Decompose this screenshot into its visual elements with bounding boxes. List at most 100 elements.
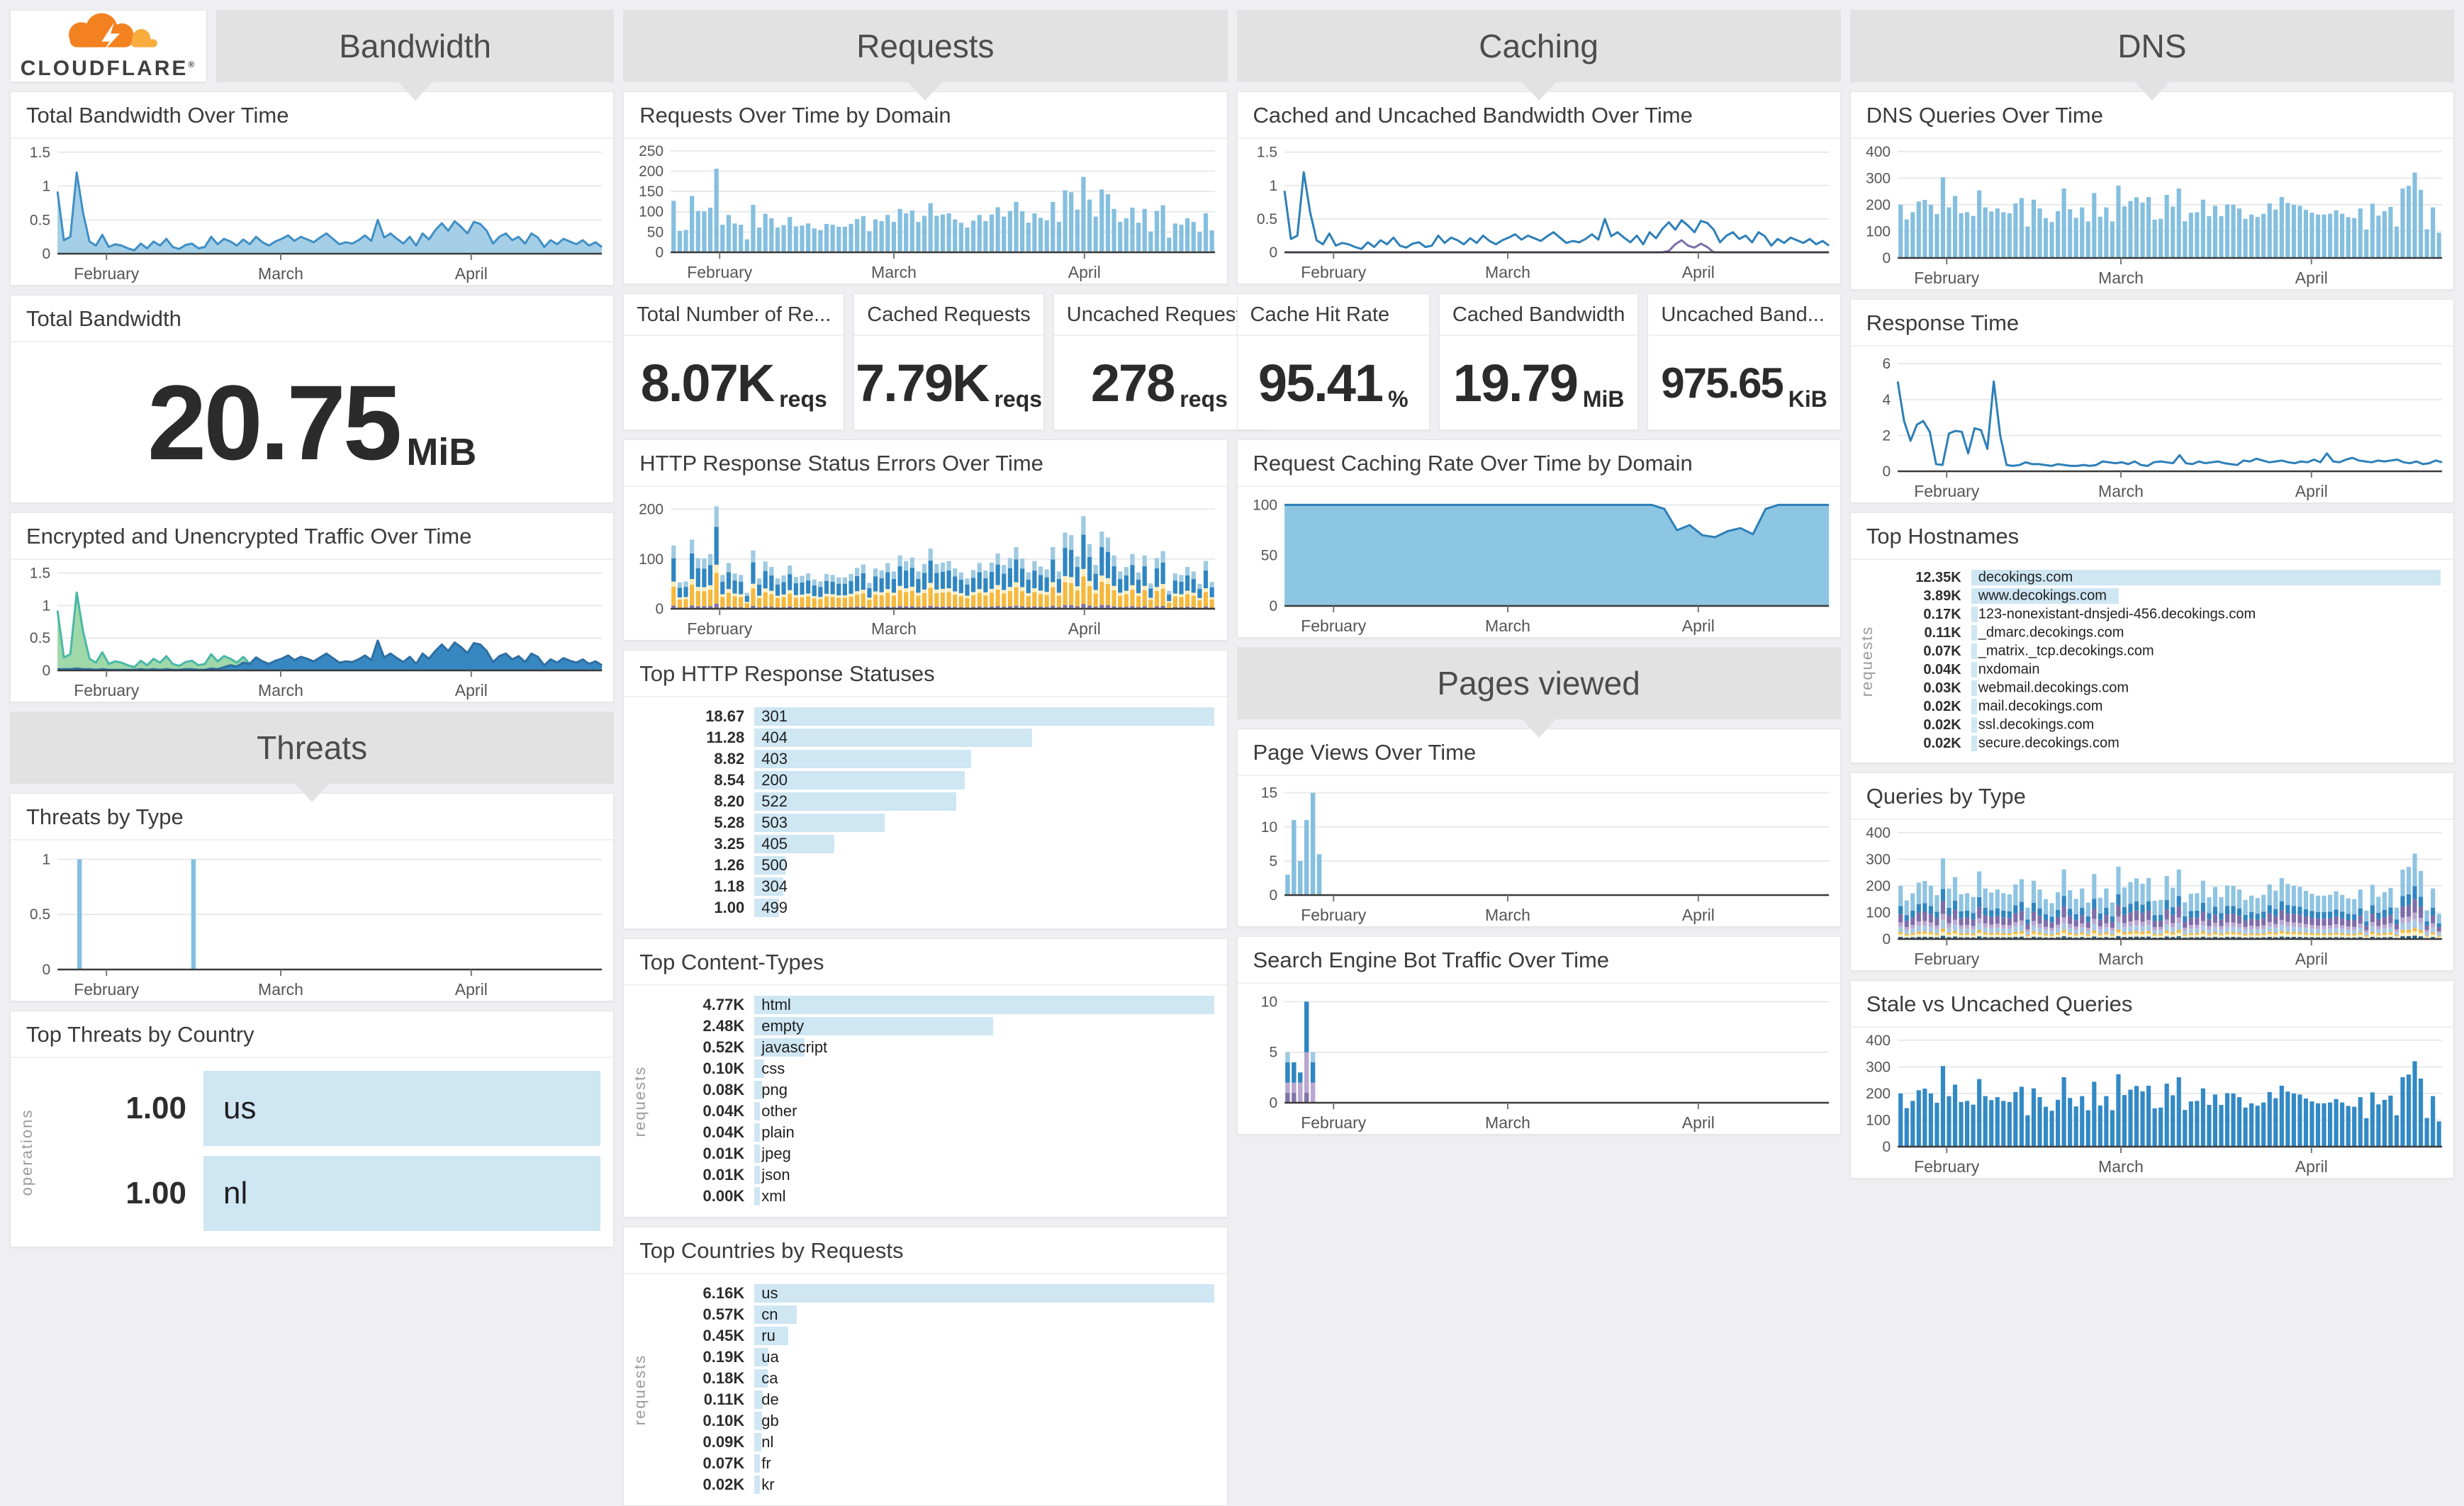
page-views-chart[interactable]: 0 5 10 15 February March April <box>1238 776 1840 926</box>
list-item: 18.67 301 <box>661 706 1214 727</box>
svg-text:March: March <box>1485 1113 1530 1132</box>
svg-text:April: April <box>1681 263 1714 281</box>
svg-text:300: 300 <box>1866 851 1891 867</box>
svg-text:March: March <box>2098 482 2144 500</box>
list-item: 0.45K ru <box>661 1325 1214 1347</box>
column-caching: Caching Cached and Uncached Bandwidth Ov… <box>1236 10 1841 1506</box>
stat-card: Uncached Requests 278 reqs <box>1053 293 1265 430</box>
stat-value: 19.79 <box>1452 353 1579 412</box>
threats-by-type-chart[interactable]: 0 0.5 1 February March April <box>11 841 613 1001</box>
svg-text:0: 0 <box>1269 245 1277 261</box>
card-title: Top HTTP Response Statuses <box>624 651 1227 697</box>
list-item: 0.00K xml <box>702 1187 786 1206</box>
cloudflare-logo[interactable]: CLOUDFLARE® <box>10 10 207 82</box>
svg-text:100: 100 <box>1866 1112 1891 1128</box>
request-caching-rate-chart[interactable]: 0 50 100 February March April <box>1238 487 1840 637</box>
svg-text:1: 1 <box>42 179 50 195</box>
svg-text:February: February <box>687 263 753 281</box>
card-request-caching-rate: Request Caching Rate Over Time by Domain… <box>1236 439 1841 638</box>
section-header-bandwidth: Bandwidth <box>216 10 615 82</box>
svg-text:0.5: 0.5 <box>30 212 50 228</box>
svg-text:250: 250 <box>639 143 663 159</box>
stat-unit: reqs <box>1180 386 1228 412</box>
card-http-errors: HTTP Response Status Errors Over Time 0 1… <box>623 439 1228 641</box>
svg-text:100: 100 <box>1866 904 1891 921</box>
stat-value: 975.65 <box>1661 359 1784 407</box>
list-item: 0.04K other <box>702 1102 797 1120</box>
svg-text:1.5: 1.5 <box>30 145 50 161</box>
encrypted-traffic-chart[interactable]: 0 0.5 1 1.5 February March April <box>11 560 613 702</box>
requests-over-time-chart[interactable]: 0 50 100 150 200 250 February March April <box>624 139 1226 283</box>
card-title: HTTP Response Status Errors Over Time <box>624 440 1227 487</box>
svg-text:0: 0 <box>1882 463 1891 480</box>
svg-text:April: April <box>2295 269 2328 287</box>
card-title: Top Countries by Requests <box>624 1227 1227 1274</box>
svg-text:200: 200 <box>1866 878 1891 894</box>
total-bandwidth-value: 20.75 MiB <box>147 362 477 482</box>
top-statuses-list: 18.67 301 11.28 404 8.82 403 8.54 200 8.20 522 5.2… <box>624 697 1226 928</box>
column-bandwidth: CLOUDFLARE® Bandwidth Total Bandwidth Ov… <box>10 10 615 1506</box>
list-item: 3.25 405 <box>661 833 1214 855</box>
card-title: DNS Queries Over Time <box>1850 92 2453 139</box>
list-item: 0.08K png <box>702 1081 788 1099</box>
svg-text:150: 150 <box>639 184 663 200</box>
list-item: 8.54 200 <box>661 770 1214 791</box>
card-encrypted-traffic: Encrypted and Unencrypted Traffic Over T… <box>10 512 615 702</box>
stat-unit: % <box>1388 386 1409 412</box>
svg-text:0: 0 <box>1269 598 1277 614</box>
list-item: 0.11K _dmarc.decokings.com <box>1924 624 2124 641</box>
list-item: 8.82 403 <box>661 748 1214 770</box>
stat-value: 8.07K <box>640 353 775 412</box>
svg-text:February: February <box>1914 269 1980 287</box>
svg-text:100: 100 <box>639 204 663 220</box>
list-item: 0.04K nxdomain <box>1923 661 2040 678</box>
svg-text:400: 400 <box>1866 144 1891 160</box>
svg-text:0: 0 <box>42 246 50 262</box>
list-item: 1.00 499 <box>714 899 788 917</box>
section-header-threats: Threats <box>10 712 615 784</box>
card-threats-by-type: Threats by Type 0 0.5 1 February March April <box>10 793 615 1001</box>
card-top-countries: Top Countries by Requests requests 6.16K u… <box>623 1227 1228 1506</box>
svg-text:March: March <box>258 681 303 699</box>
card-title: Encrypted and Unencrypted Traffic Over T… <box>11 513 614 560</box>
section-header-caching: Caching <box>1236 10 1841 82</box>
cached-uncached-bandwidth-chart[interactable]: 0 0.5 1 1.5 February March April <box>1238 139 1840 283</box>
http-errors-chart[interactable]: 0 100 200 February March April <box>624 487 1226 640</box>
threat-countries-list: operations 1.00 us 1.00 nl <box>11 1058 613 1247</box>
top-countries-list: requests 6.16K us 0.57K cn 0.45K ru 0.19K ua 0.18… <box>624 1274 1226 1505</box>
svg-text:March: March <box>258 980 303 999</box>
stat-title: Cached Requests <box>854 294 1043 336</box>
list-item: 0.07K fr <box>702 1454 771 1473</box>
svg-text:April: April <box>1681 906 1714 924</box>
svg-text:1: 1 <box>42 851 50 867</box>
list-item: 5.28 503 <box>661 812 1214 833</box>
top-content-types-list: requests 4.77K html 2.48K empty 0.52K javascri… <box>624 986 1226 1217</box>
list-item: 0.17K 123-nonexistant-dnsjedi-456.decokin… <box>1923 606 2256 622</box>
stat-title: Uncached Band... <box>1648 294 1840 336</box>
card-stale-queries: Stale vs Uncached Queries 0 100 200 300 400 F… <box>1849 980 2454 1179</box>
queries-by-type-chart[interactable]: 0 100 200 300 400 February March April <box>1851 820 2453 970</box>
y-axis-label: requests <box>1857 625 1876 697</box>
response-time-chart[interactable]: 0 2 4 6 February March April <box>1851 347 2453 502</box>
card-title: Page Views Over Time <box>1237 729 1840 776</box>
svg-text:April: April <box>1068 263 1101 281</box>
svg-text:March: March <box>871 263 917 281</box>
list-item: 0.03K webmail.decokings.com <box>1923 680 2129 696</box>
svg-text:50: 50 <box>1260 548 1277 564</box>
dns-queries-chart[interactable]: 0 100 200 300 400 February March April <box>1851 139 2453 289</box>
list-item: 0.57K cn <box>661 1304 1214 1325</box>
search-bot-traffic-chart[interactable]: 0 5 10 February March April <box>1238 984 1840 1134</box>
card-page-views: Page Views Over Time 0 5 10 15 February March… <box>1236 729 1841 927</box>
svg-text:February: February <box>1301 1113 1367 1132</box>
svg-text:0.5: 0.5 <box>1256 211 1277 227</box>
svg-text:March: March <box>2098 950 2144 968</box>
svg-text:50: 50 <box>647 224 663 240</box>
list-item: 0.02K secure.decokings.com <box>1923 735 2119 751</box>
svg-text:April: April <box>2295 1157 2328 1176</box>
card-title: Stale vs Uncached Queries <box>1850 981 2453 1028</box>
svg-text:February: February <box>1301 906 1367 924</box>
svg-text:5: 5 <box>1269 1045 1277 1061</box>
stale-queries-chart[interactable]: 0 100 200 300 400 February March April <box>1851 1028 2453 1178</box>
brand-name: CLOUDFLARE® <box>20 56 197 80</box>
total-bandwidth-over-time-chart[interactable]: 0 0.5 1 1.5 February March April <box>11 139 613 285</box>
